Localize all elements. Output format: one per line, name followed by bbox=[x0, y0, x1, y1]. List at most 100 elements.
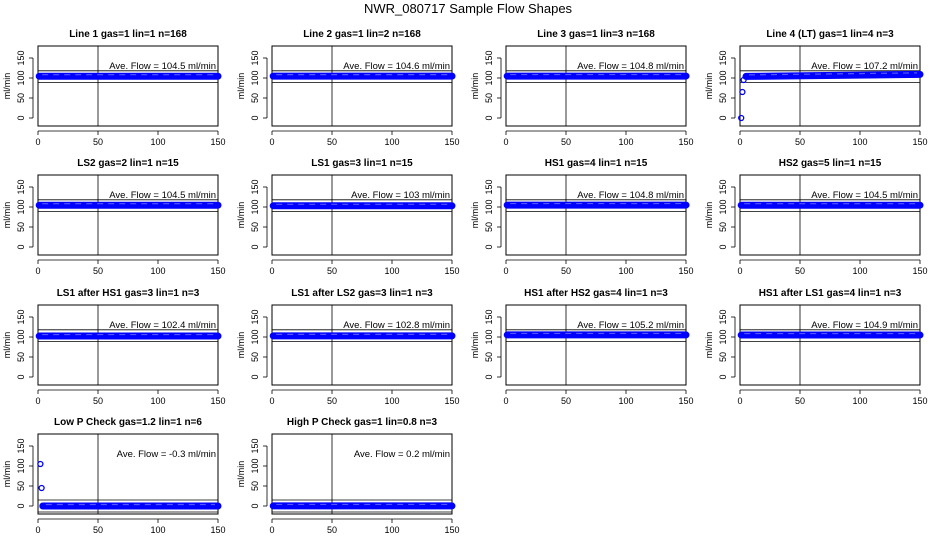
x-tick-label: 50 bbox=[561, 266, 571, 276]
y-tick-label: 0 bbox=[16, 374, 26, 379]
y-tick-label: 150 bbox=[718, 309, 728, 324]
x-tick-label: 0 bbox=[35, 266, 40, 276]
y-tick-label: 50 bbox=[250, 352, 260, 362]
data-point bbox=[37, 460, 44, 468]
x-tick-label: 50 bbox=[93, 396, 103, 406]
panel-12: HS1 after LS1 gas=4 lin=1 n=3 Ave. Flow =… bbox=[704, 288, 928, 406]
y-tick-label: 150 bbox=[16, 309, 26, 324]
y-tick-label: 50 bbox=[718, 93, 728, 103]
x-tick-label: 150 bbox=[912, 266, 927, 276]
panel-title: Line 4 (LT) gas=1 lin=4 n=3 bbox=[766, 29, 894, 40]
x-tick-label: 100 bbox=[618, 396, 633, 406]
x-tick-label: 0 bbox=[503, 266, 508, 276]
y-tick-label: 150 bbox=[718, 179, 728, 194]
panel-3: Line 3 gas=1 lin=3 n=168 Ave. Flow = 104.… bbox=[470, 29, 694, 147]
x-tick-label: 0 bbox=[737, 137, 742, 147]
y-tick-label: 0 bbox=[250, 244, 260, 249]
ave-flow-annotation: Ave. Flow = 0.2 ml/min bbox=[354, 449, 450, 460]
y-tick-label: 100 bbox=[250, 329, 260, 344]
ave-flow-annotation: Ave. Flow = 107.2 ml/min bbox=[811, 61, 918, 72]
y-tick-label: 150 bbox=[484, 50, 494, 65]
x-tick-label: 150 bbox=[678, 396, 693, 406]
panel-5: LS2 gas=2 lin=1 n=15 Ave. Flow = 104.5 ml… bbox=[2, 158, 226, 276]
panel-title: Low P Check gas=1.2 lin=1 n=6 bbox=[54, 417, 202, 428]
y-tick-label: 0 bbox=[250, 115, 260, 120]
x-tick-label: 100 bbox=[150, 266, 165, 276]
data-band bbox=[742, 70, 924, 80]
panel-2: Line 2 gas=1 lin=2 n=168 Ave. Flow = 104.… bbox=[236, 29, 460, 147]
x-tick-label: 50 bbox=[327, 525, 337, 535]
x-tick-label: 0 bbox=[737, 266, 742, 276]
plot-frame bbox=[739, 45, 921, 127]
y-axis-label: ml/min bbox=[2, 461, 12, 488]
plot-frame bbox=[271, 45, 453, 127]
y-axis-label: ml/min bbox=[2, 73, 12, 100]
ave-flow-annotation: Ave. Flow = 104.5 ml/min bbox=[109, 61, 216, 72]
panel-6: LS1 gas=3 lin=1 n=15 Ave. Flow = 103 ml/m… bbox=[236, 158, 460, 276]
x-tick-label: 50 bbox=[561, 396, 571, 406]
y-tick-label: 0 bbox=[484, 115, 494, 120]
panel-11: HS1 after HS2 gas=4 lin=1 n=3 Ave. Flow =… bbox=[470, 288, 694, 406]
x-tick-label: 50 bbox=[795, 266, 805, 276]
ave-flow-annotation: Ave. Flow = 105.2 ml/min bbox=[577, 320, 684, 331]
y-tick-label: 100 bbox=[16, 199, 26, 214]
x-tick-label: 150 bbox=[912, 396, 927, 406]
panel-title: High P Check gas=1 lin=0.8 n=3 bbox=[287, 417, 438, 428]
panel-title: HS1 gas=4 lin=1 n=15 bbox=[545, 158, 648, 169]
y-tick-label: 100 bbox=[484, 70, 494, 85]
y-axis-label: ml/min bbox=[236, 461, 246, 488]
y-tick-label: 100 bbox=[484, 199, 494, 214]
plot-frame bbox=[37, 45, 219, 127]
y-tick-label: 50 bbox=[484, 93, 494, 103]
x-tick-label: 100 bbox=[150, 396, 165, 406]
y-tick-label: 0 bbox=[16, 244, 26, 249]
x-tick-label: 100 bbox=[384, 137, 399, 147]
x-tick-label: 150 bbox=[444, 396, 459, 406]
plot-frame bbox=[739, 174, 921, 256]
y-tick-label: 0 bbox=[718, 244, 728, 249]
y-tick-label: 50 bbox=[16, 352, 26, 362]
panel-10: LS1 after LS2 gas=3 lin=1 n=3 Ave. Flow =… bbox=[236, 288, 460, 406]
panel-title: LS1 gas=3 lin=1 n=15 bbox=[311, 158, 413, 169]
x-tick-label: 150 bbox=[678, 266, 693, 276]
y-tick-label: 50 bbox=[250, 222, 260, 232]
x-tick-label: 0 bbox=[269, 266, 274, 276]
plot-frame bbox=[505, 304, 687, 386]
x-tick-label: 150 bbox=[678, 137, 693, 147]
panel-1: Line 1 gas=1 lin=1 n=168 Ave. Flow = 104.… bbox=[2, 29, 226, 147]
x-tick-label: 100 bbox=[852, 396, 867, 406]
x-tick-label: 150 bbox=[210, 266, 225, 276]
x-tick-label: 0 bbox=[503, 137, 508, 147]
page-title: NWR_080717 Sample Flow Shapes bbox=[363, 1, 573, 16]
x-tick-label: 100 bbox=[150, 525, 165, 535]
ave-flow-annotation: Ave. Flow = 102.8 ml/min bbox=[343, 320, 450, 331]
y-axis-label: ml/min bbox=[2, 202, 12, 229]
x-tick-label: 100 bbox=[852, 137, 867, 147]
y-axis-label: ml/min bbox=[236, 73, 246, 100]
y-tick-label: 0 bbox=[484, 244, 494, 249]
plot-frame bbox=[271, 433, 453, 515]
y-axis-label: ml/min bbox=[704, 332, 714, 359]
panel-8: HS2 gas=5 lin=1 n=15 Ave. Flow = 104.5 ml… bbox=[704, 158, 928, 276]
data-point bbox=[38, 484, 45, 492]
ave-flow-annotation: Ave. Flow = 104.9 ml/min bbox=[811, 320, 918, 331]
ave-flow-annotation: Ave. Flow = 104.8 ml/min bbox=[577, 190, 684, 201]
x-tick-label: 100 bbox=[618, 137, 633, 147]
plot-frame bbox=[37, 304, 219, 386]
plot-frame bbox=[505, 45, 687, 127]
y-tick-label: 100 bbox=[718, 329, 728, 344]
y-tick-label: 50 bbox=[16, 93, 26, 103]
panel-9: LS1 after HS1 gas=3 lin=1 n=3 Ave. Flow =… bbox=[2, 288, 226, 406]
y-tick-label: 150 bbox=[250, 179, 260, 194]
panel-13: Low P Check gas=1.2 lin=1 n=6 Ave. Flow =… bbox=[2, 417, 226, 535]
panel-title: LS1 after LS2 gas=3 lin=1 n=3 bbox=[291, 288, 433, 299]
plot-frame bbox=[505, 174, 687, 256]
ave-flow-annotation: Ave. Flow = 104.5 ml/min bbox=[109, 190, 216, 201]
panel-title: HS2 gas=5 lin=1 n=15 bbox=[779, 158, 882, 169]
x-tick-label: 150 bbox=[210, 396, 225, 406]
y-tick-label: 150 bbox=[16, 50, 26, 65]
y-tick-label: 0 bbox=[718, 374, 728, 379]
x-tick-label: 0 bbox=[35, 137, 40, 147]
y-tick-label: 100 bbox=[484, 329, 494, 344]
